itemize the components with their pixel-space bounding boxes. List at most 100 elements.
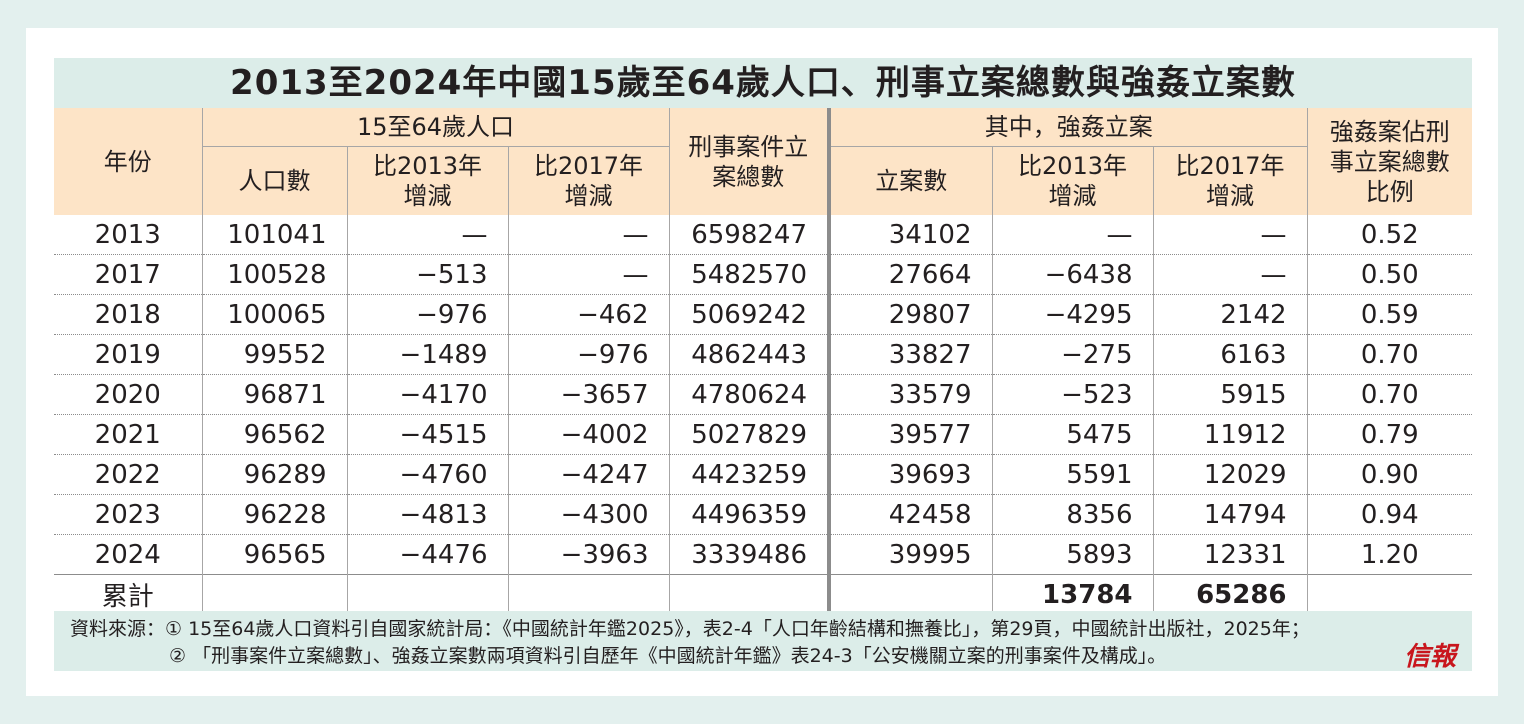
statistics-table: 年份 15至64歲人口 刑事案件立案總數 其中，強姦立案 強姦案佔刑事立案總數比… [54,108,1473,614]
cell-rape-vs-2013: 5591 [991,454,1154,495]
cell-population-vs-2017: −3657 [507,374,670,415]
table-row: 2022 96289 −4760 −4247 4423259 39693 559… [54,454,1473,495]
cell-population: 96289 [201,454,347,495]
cell-population-vs-2013: −4760 [346,454,508,495]
total-rape-vs-2013: 13784 [991,574,1154,614]
cell-population: 99552 [201,334,347,375]
cell-rape-count: 39693 [827,454,993,495]
cell-criminal-cases: 3339486 [668,534,830,575]
table-row: 2023 96228 −4813 −4300 4496359 42458 835… [54,494,1473,535]
publisher-logo: 信報 [1404,642,1457,672]
cell-rape-count: 39577 [827,414,993,455]
cell-population-vs-2017: −4247 [507,454,670,495]
cell-year: 2021 [54,414,202,455]
cell-year: 2020 [54,374,202,415]
header-rape-count: 立案數 [827,145,993,215]
cell-population-vs-2013: −4813 [346,494,508,535]
header-population-vs-2017: 比2017年增減 [507,145,670,215]
cell-population-vs-2017: −976 [507,334,670,375]
header-ratio: 強姦案佔刑事立案總數比例 [1306,108,1473,215]
cell-empty [201,574,347,614]
header-criminal-cases: 刑事案件立案總數 [668,108,830,215]
cell-population-vs-2017: −4300 [507,494,670,535]
cell-empty [1306,574,1473,614]
cell-rape-count: 27664 [827,254,993,295]
cell-population-vs-2013: — [346,215,508,255]
source-note: 資料來源：① 15至64歲人口資料引自國家統計局：《中國統計年鑑2025》，表2… [54,611,1472,671]
table-row: 2017 100528 −513 — 5482570 27664 −6438 —… [54,254,1473,295]
header-year: 年份 [54,108,202,215]
table-row: 2013 101041 — — 6598247 34102 — — 0.52 [54,215,1473,255]
total-row: 累計 13784 65286 [54,574,1473,614]
table-row: 2019 99552 −1489 −976 4862443 33827 −275… [54,334,1473,375]
header-rape-group: 其中，強姦立案 [827,108,1308,146]
cell-criminal-cases: 5482570 [668,254,830,295]
cell-population: 96562 [201,414,347,455]
cell-rape-count: 39995 [827,534,993,575]
cell-ratio: 0.52 [1306,215,1473,255]
cell-population-vs-2017: −4002 [507,414,670,455]
cell-population: 100065 [201,294,347,335]
cell-year: 2013 [54,215,202,255]
cell-ratio: 1.20 [1306,534,1473,575]
header-population-count: 人口數 [201,145,347,215]
cell-population-vs-2017: — [507,254,670,295]
cell-ratio: 0.79 [1306,414,1473,455]
cell-rape-vs-2013: −4295 [991,294,1154,335]
header-population-vs-2013: 比2013年增減 [346,145,508,215]
cell-rape-count: 33579 [827,374,993,415]
cell-rape-vs-2017: 5915 [1152,374,1308,415]
cell-ratio: 0.59 [1306,294,1473,335]
source-line-2: ② 「刑事案件立案總數」、強姦立案數兩項資料引自歷年《中國統計年鑑》表24-3「… [169,645,1167,667]
header-population-group: 15至64歲人口 [201,108,670,146]
cell-population-vs-2017: −462 [507,294,670,335]
cell-year: 2022 [54,454,202,495]
cell-ratio: 0.70 [1306,374,1473,415]
cell-empty [346,574,508,614]
cell-ratio: 0.70 [1306,334,1473,375]
cell-rape-count: 34102 [827,215,993,255]
cell-population-vs-2013: −1489 [346,334,508,375]
cell-year: 2023 [54,494,202,535]
cell-criminal-cases: 4496359 [668,494,830,535]
cell-population-vs-2013: −976 [346,294,508,335]
total-label: 累計 [54,574,202,614]
cell-ratio: 0.90 [1306,454,1473,495]
cell-rape-vs-2013: 5893 [991,534,1154,575]
table-row: 2021 96562 −4515 −4002 5027829 39577 547… [54,414,1473,455]
cell-population-vs-2017: −3963 [507,534,670,575]
cell-rape-vs-2013: 5475 [991,414,1154,455]
source-line-1: 資料來源：① 15至64歲人口資料引自國家統計局：《中國統計年鑑2025》，表2… [70,618,1310,640]
cell-year: 2019 [54,334,202,375]
cell-population-vs-2013: −4170 [346,374,508,415]
cell-rape-vs-2017: 12029 [1152,454,1308,495]
page-title: 2013至2024年中國15歲至64歲人口、刑事立案總數與強姦立案數 [54,58,1472,108]
cell-population: 101041 [201,215,347,255]
cell-criminal-cases: 6598247 [668,215,830,255]
cell-population-vs-2013: −513 [346,254,508,295]
cell-rape-vs-2013: −275 [991,334,1154,375]
cell-year: 2018 [54,294,202,335]
cell-population: 96871 [201,374,347,415]
cell-criminal-cases: 4780624 [668,374,830,415]
cell-criminal-cases: 4862443 [668,334,830,375]
cell-rape-count: 33827 [827,334,993,375]
cell-rape-vs-2017: 11912 [1152,414,1308,455]
cell-empty [507,574,670,614]
cell-ratio: 0.50 [1306,254,1473,295]
cell-population-vs-2017: — [507,215,670,255]
table-row: 2018 100065 −976 −462 5069242 29807 −429… [54,294,1473,335]
cell-rape-vs-2017: 12331 [1152,534,1308,575]
cell-rape-count: 29807 [827,294,993,335]
cell-criminal-cases: 4423259 [668,454,830,495]
cell-population: 96228 [201,494,347,535]
table-row: 2020 96871 −4170 −3657 4780624 33579 −52… [54,374,1473,415]
cell-criminal-cases: 5069242 [668,294,830,335]
cell-empty [668,574,830,614]
table-row: 2024 96565 −4476 −3963 3339486 39995 589… [54,534,1473,575]
cell-population-vs-2013: −4515 [346,414,508,455]
cell-rape-vs-2013: 8356 [991,494,1154,535]
cell-rape-vs-2017: 2142 [1152,294,1308,335]
cell-year: 2017 [54,254,202,295]
cell-rape-count: 42458 [827,494,993,535]
